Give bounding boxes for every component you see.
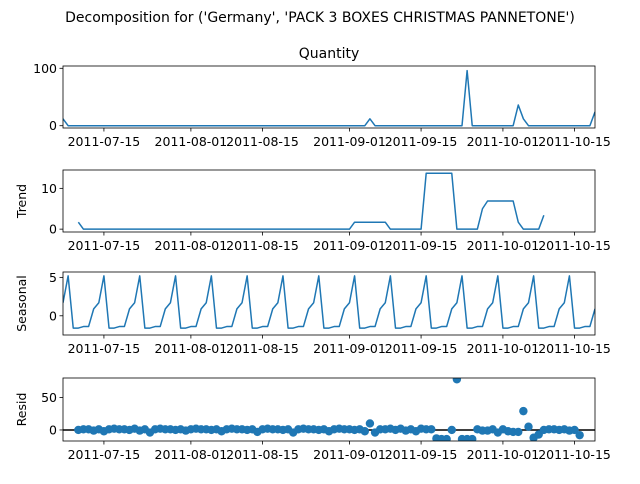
x-tick-label: 2011-08-01 [155, 238, 228, 253]
panel-frame [62, 169, 596, 233]
y-axis-label: Trend [14, 184, 29, 219]
panel-data [63, 378, 595, 441]
panel-title: Quantity [299, 46, 360, 62]
resid-point [447, 425, 456, 435]
y-tick-label: 5 [49, 270, 57, 285]
y-tick-label: 0 [49, 308, 57, 323]
x-tick-label: 2011-09-01 [313, 134, 386, 149]
x-tick-label: 2011-09-15 [385, 447, 458, 462]
x-tick-label: 2011-08-15 [226, 238, 299, 253]
x-tick-label: 2011-07-15 [68, 238, 141, 253]
resid-point [519, 406, 528, 416]
x-tick-label: 2011-08-01 [155, 341, 228, 356]
resid-point [452, 378, 462, 384]
y-axis-label: Resid [14, 393, 29, 427]
observed-line [63, 69, 595, 127]
figure-title: Decomposition for ('Germany', 'PACK 3 BO… [65, 10, 575, 26]
seasonal-line [63, 275, 595, 329]
x-tick-label: 2011-09-15 [385, 134, 458, 149]
x-tick-label: 2011-09-15 [385, 238, 458, 253]
x-tick-label: 2011-08-01 [155, 134, 228, 149]
x-tick-label: 2011-07-15 [68, 447, 141, 462]
x-tick-label: 2011-09-01 [313, 341, 386, 356]
panel-frame [62, 377, 596, 442]
x-tick-label: 2011-10-15 [538, 238, 611, 253]
panel-frame [62, 271, 596, 336]
x-tick-label: 2011-09-01 [313, 447, 386, 462]
x-tick-label: 2011-10-15 [538, 134, 611, 149]
x-tick-label: 2011-10-15 [538, 341, 611, 356]
y-tick-label: 0 [49, 222, 57, 237]
y-tick-label: 100 [33, 61, 57, 76]
panel-data [77, 172, 545, 230]
panel-data [63, 69, 595, 127]
x-tick-label: 2011-10-01 [467, 341, 540, 356]
x-tick-label: 2011-08-01 [155, 447, 228, 462]
resid-point [360, 427, 370, 436]
x-tick-label: 2011-07-15 [68, 341, 141, 356]
resid-point [365, 419, 375, 428]
resid-point [468, 434, 477, 441]
resid-point [427, 425, 436, 434]
x-tick-label: 2011-08-15 [226, 447, 299, 462]
trend-line [77, 172, 545, 230]
x-tick-label: 2011-10-15 [538, 447, 611, 462]
y-tick-label: 10 [41, 181, 57, 196]
resid-point [514, 427, 523, 437]
x-tick-label: 2011-09-01 [313, 238, 386, 253]
x-tick-label: 2011-08-15 [226, 341, 299, 356]
resid-point [570, 425, 579, 435]
x-tick-label: 2011-10-01 [467, 134, 540, 149]
x-tick-label: 2011-10-01 [467, 447, 540, 462]
y-tick-label: 0 [49, 422, 57, 437]
x-tick-label: 2011-07-15 [68, 134, 141, 149]
resid-point [442, 434, 451, 441]
x-tick-label: 2011-08-15 [226, 134, 299, 149]
y-tick-label: 50 [41, 390, 57, 405]
x-tick-label: 2011-10-01 [467, 238, 540, 253]
resid-point [575, 430, 584, 440]
panel-frame [62, 65, 596, 129]
y-tick-label: 0 [49, 118, 57, 133]
panel-data [63, 275, 595, 329]
resid-point [524, 422, 533, 431]
x-tick-label: 2011-09-15 [385, 341, 458, 356]
y-axis-label: Seasonal [14, 275, 29, 332]
